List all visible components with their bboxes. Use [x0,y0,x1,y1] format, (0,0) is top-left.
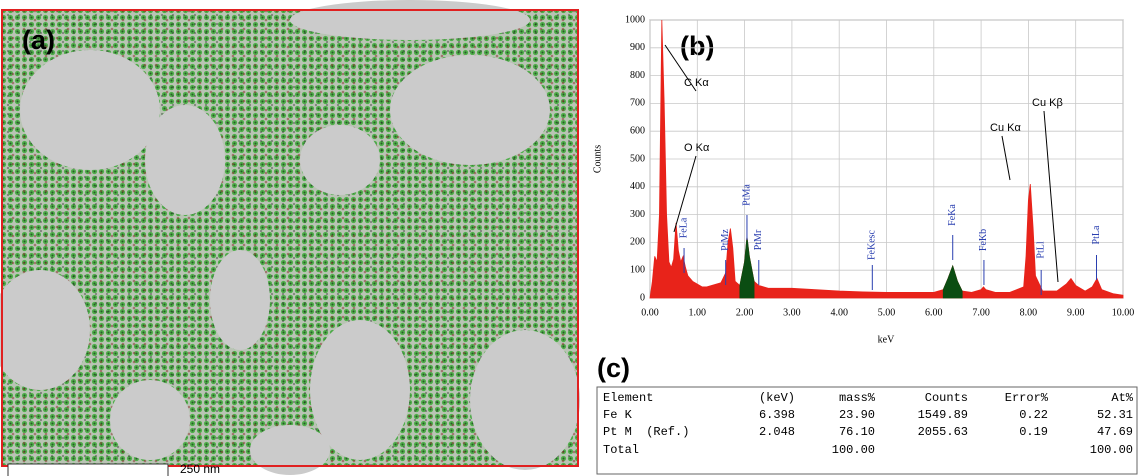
x-tick-label: 10.00 [1112,307,1135,318]
y-tick-label: 600 [630,125,645,136]
x-tick-label: 7.00 [972,307,990,318]
table-cell: 0.22 [1019,408,1048,422]
peak-label: PtLl [1035,241,1046,258]
table-header: mass% [839,391,876,405]
annotation-leader [1001,135,1011,181]
table-cell: 1549.89 [918,408,968,422]
x-tick-label: 9.00 [1067,307,1085,318]
table-header: At% [1111,391,1133,405]
x-tick-label: 5.00 [878,307,896,318]
y-tick-label: 0 [640,292,645,303]
peak-label: FeLa [678,217,689,238]
table-cell: 23.90 [839,408,875,422]
y-tick-label: 800 [630,70,645,81]
x-tick-label: 0.00 [641,307,659,318]
y-tick-label: 400 [630,181,645,192]
peak-label: PtMz [720,229,731,251]
table-cell: 0.19 [1019,425,1048,439]
y-tick-label: 100 [630,264,645,275]
scale-bar-label: 250 nm [180,462,220,476]
result-table: (c) Element (keV) mass% Counts Error% At% Fe K… [596,353,1138,475]
x-tick-label: 4.00 [830,307,848,318]
micrograph: 250 nm (a) [0,0,580,476]
annotation: O Kα [684,142,710,154]
annotation: C Kα [684,77,709,89]
annotation-leader [673,155,697,233]
peak-label: FeKesc [867,229,878,260]
peak-label: PtMa [741,184,752,206]
annotation: Cu Kβ [1032,97,1063,109]
spectrum-area [649,19,1124,299]
table-cell: 76.10 [839,425,875,439]
spectrum-area [739,236,755,299]
peak-label: PtMr [753,229,764,250]
table-cell: Total [603,443,639,457]
y-tick-label: 1000 [625,14,645,25]
table-cell: 6.398 [759,408,795,422]
x-axis-label: keV [878,334,895,345]
table-header: Element [603,391,653,405]
table-cell: 100.00 [1090,443,1133,457]
table-cell: 47.69 [1097,425,1133,439]
y-tick-label: 200 [630,237,645,248]
table-cell: 100.00 [832,443,875,457]
table-header: Counts [925,391,968,405]
table-cell: Pt M (Ref.) [603,425,689,439]
panel-label: (c) [597,353,630,383]
y-tick-label: 700 [630,98,645,109]
peak-label: FeKa [947,204,958,226]
x-tick-label: 2.00 [736,307,754,318]
table-header: Error% [1005,391,1049,405]
panel-label: (a) [22,25,55,55]
spectrum-chart: (b) Counts keV 0100200300400500600700800… [592,14,1134,345]
y-axis-label: Counts [592,145,603,173]
x-tick-label: 6.00 [925,307,943,318]
x-tick-label: 3.00 [783,307,801,318]
table-cell: 52.31 [1097,408,1133,422]
table-cell: 2.048 [759,425,795,439]
y-tick-label: 900 [630,42,645,53]
y-tick-label: 300 [630,209,645,220]
table-cell: Fe K [603,408,633,422]
annotation-leader [1043,110,1059,283]
table-header: (keV) [759,391,795,405]
x-tick-label: 1.00 [689,307,707,318]
annotation-leader [664,44,697,92]
y-tick-label: 500 [630,153,645,164]
peak-label: PtLa [1091,225,1102,244]
x-tick-label: 8.00 [1020,307,1038,318]
annotation: Cu Kα [990,122,1021,134]
table-cell: 2055.63 [918,425,968,439]
table-border [596,386,1138,475]
peak-label: FeKb [978,229,989,251]
spectrum-area [942,264,963,299]
